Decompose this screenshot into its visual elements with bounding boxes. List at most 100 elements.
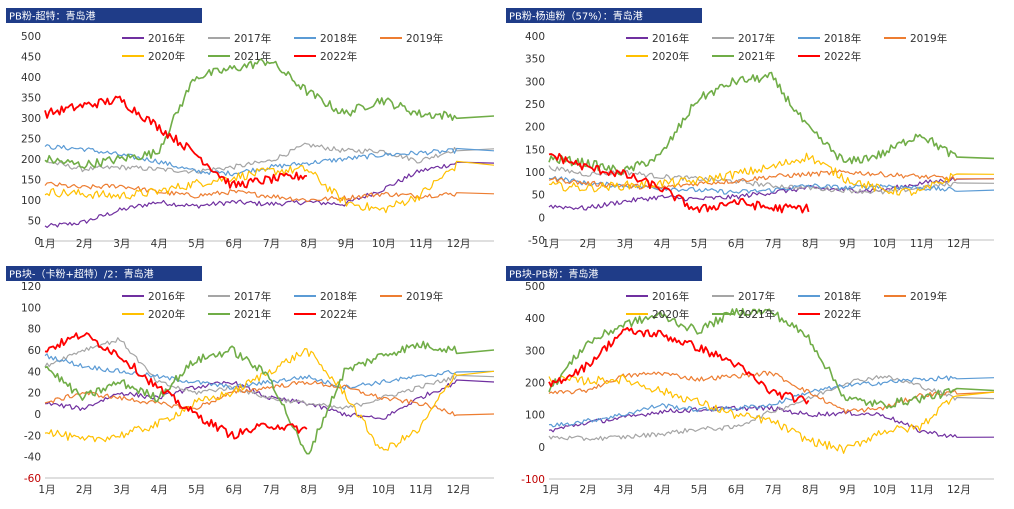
y-tick-label: 150 bbox=[21, 175, 41, 187]
series-line-2021 bbox=[548, 307, 995, 409]
y-tick-label: -50 bbox=[528, 235, 545, 247]
chart-panel-1: PB粉-超特：青岛港 0 50 100 150 200 250 300 350 400 450 500… bbox=[6, 8, 495, 250]
y-tick-label: 100 bbox=[21, 195, 41, 207]
legend-label: 2022年 bbox=[824, 50, 861, 63]
y-tick-label: -20 bbox=[24, 430, 41, 442]
x-tick-label: 5月 bbox=[188, 484, 205, 496]
legend-item-2018: 2018年 bbox=[294, 290, 357, 303]
x-tick-label: 12月 bbox=[947, 484, 971, 496]
legend-label: 2018年 bbox=[824, 32, 861, 45]
series-line-2020 bbox=[44, 348, 495, 451]
legend-item-2021: 2021年 bbox=[208, 50, 271, 63]
x-tick-label: 9月 bbox=[338, 484, 355, 496]
y-tick-label: 100 bbox=[21, 302, 41, 314]
legend-item-2022: 2022年 bbox=[294, 50, 357, 63]
x-tick-label: 12月 bbox=[447, 238, 471, 250]
chart-legend: 2016年 2017年 2018年 2019年 2020年 2021年 2022年 bbox=[122, 32, 443, 63]
x-tick-label: 4月 bbox=[654, 484, 671, 496]
series-line-2021 bbox=[44, 340, 495, 455]
x-tick-label: 6月 bbox=[225, 484, 242, 496]
y-tick-label: 0 bbox=[538, 442, 545, 454]
x-tick-label: 12月 bbox=[447, 484, 471, 496]
y-tick-label: 100 bbox=[525, 410, 545, 422]
y-tick-label: 50 bbox=[28, 216, 41, 228]
x-tick-label: 1月 bbox=[38, 238, 55, 250]
series-line-2017 bbox=[44, 337, 495, 410]
series-line-2020 bbox=[44, 160, 495, 214]
legend-item-2021: 2021年 bbox=[208, 308, 271, 321]
legend-item-2016: 2016年 bbox=[122, 290, 185, 303]
series-line-2018 bbox=[44, 144, 495, 177]
legend-label: 2021年 bbox=[234, 308, 271, 321]
legend-item-2016: 2016年 bbox=[626, 32, 689, 45]
y-tick-label: 450 bbox=[21, 52, 41, 64]
x-tick-label: 11月 bbox=[910, 238, 934, 250]
legend-item-2019: 2019年 bbox=[884, 32, 947, 45]
legend-item-2020: 2020年 bbox=[626, 308, 689, 321]
chart-panel-3: PB块-（卡粉+超特）/2：青岛港 -60 -40 -20 0 20 40 60 80 100 12… bbox=[6, 266, 495, 496]
legend-label: 2019年 bbox=[910, 290, 947, 303]
legend-item-2019: 2019年 bbox=[884, 290, 947, 303]
y-tick-label: 250 bbox=[21, 134, 41, 146]
chart-title: PB块-（卡粉+超特）/2：青岛港 bbox=[9, 268, 154, 281]
x-tick-label: 11月 bbox=[409, 484, 433, 496]
y-tick-label: 120 bbox=[21, 281, 41, 293]
chart-legend: 2016年 2017年 2018年 2019年 2020年 2021年 2022年 bbox=[122, 290, 443, 321]
x-tick-label: 9月 bbox=[839, 484, 856, 496]
x-tick-label: 1月 bbox=[542, 238, 559, 250]
x-tick-label: 9月 bbox=[338, 238, 355, 250]
y-tick-label: 500 bbox=[21, 31, 41, 43]
y-tick-label: 80 bbox=[28, 324, 41, 336]
y-tick-label: 500 bbox=[525, 281, 545, 293]
series-line-2016 bbox=[548, 176, 995, 211]
y-tick-label: -40 bbox=[24, 452, 41, 464]
chart-title: PB粉-超特：青岛港 bbox=[9, 10, 96, 23]
x-tick-label: 3月 bbox=[617, 238, 634, 250]
series-line-2016 bbox=[44, 379, 495, 420]
y-tick-label: 250 bbox=[525, 99, 545, 111]
x-tick-label: 4月 bbox=[151, 238, 168, 250]
x-tick-label: 2月 bbox=[579, 238, 596, 250]
legend-item-2017: 2017年 bbox=[208, 32, 271, 45]
chart-panel-2: PB粉-杨迪粉（57%）：青岛港 -50 0 50 100 150 200 250 300 350… bbox=[506, 8, 995, 250]
series-line-2016 bbox=[548, 405, 995, 438]
y-tick-label: 0 bbox=[538, 212, 545, 224]
x-tick-label: 8月 bbox=[802, 484, 819, 496]
y-tick-label: 200 bbox=[525, 378, 545, 390]
legend-item-2022: 2022年 bbox=[798, 50, 861, 63]
legend-item-2021: 2021年 bbox=[712, 308, 775, 321]
series-line-2022 bbox=[44, 95, 307, 189]
legend-item-2016: 2016年 bbox=[626, 290, 689, 303]
legend-item-2017: 2017年 bbox=[208, 290, 271, 303]
series-line-2020 bbox=[548, 374, 995, 454]
legend-label: 2020年 bbox=[652, 50, 689, 63]
legend-label: 2017年 bbox=[234, 290, 271, 303]
y-tick-label: 200 bbox=[525, 122, 545, 134]
x-tick-label: 4月 bbox=[654, 238, 671, 250]
legend-item-2018: 2018年 bbox=[798, 290, 861, 303]
y-tick-label: 0 bbox=[34, 236, 41, 248]
y-tick-label: 400 bbox=[525, 31, 545, 43]
x-tick-label: 1月 bbox=[542, 484, 559, 496]
y-tick-label: 50 bbox=[532, 190, 545, 202]
chart-title: PB块-PB粉：青岛港 bbox=[509, 268, 598, 281]
series-line-2019 bbox=[44, 380, 495, 417]
x-tick-label: 8月 bbox=[802, 238, 819, 250]
x-tick-label: 3月 bbox=[617, 484, 634, 496]
legend-label: 2017年 bbox=[738, 290, 775, 303]
x-tick-label: 1月 bbox=[38, 484, 55, 496]
legend-item-2020: 2020年 bbox=[122, 50, 185, 63]
title-background bbox=[6, 8, 202, 23]
y-tick-label: 350 bbox=[21, 93, 41, 105]
x-tick-label: 3月 bbox=[113, 484, 130, 496]
series-line-2022 bbox=[548, 152, 810, 214]
title-background bbox=[506, 8, 702, 23]
legend-item-2019: 2019年 bbox=[380, 290, 443, 303]
x-tick-label: 8月 bbox=[300, 238, 317, 250]
y-tick-label: 300 bbox=[525, 76, 545, 88]
x-tick-label: 2月 bbox=[76, 484, 93, 496]
x-tick-label: 3月 bbox=[113, 238, 130, 250]
x-tick-label: 2月 bbox=[579, 484, 596, 496]
series-line-2016 bbox=[44, 161, 495, 228]
